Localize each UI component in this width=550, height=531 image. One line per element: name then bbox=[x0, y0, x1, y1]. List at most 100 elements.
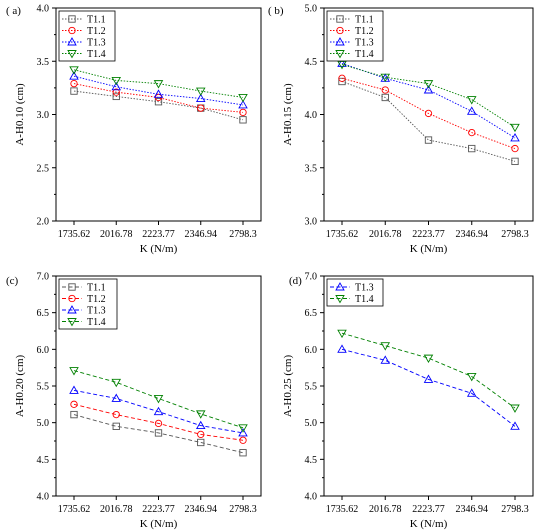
data-point-marker bbox=[239, 108, 247, 117]
plot-frame bbox=[323, 275, 534, 497]
x-tick-label: 2016.78 bbox=[369, 229, 402, 240]
series-T1.1 bbox=[70, 410, 247, 457]
data-point-marker bbox=[239, 449, 247, 457]
legend-label: T1.4 bbox=[355, 49, 374, 60]
data-point-marker bbox=[424, 109, 433, 118]
series-line bbox=[73, 403, 244, 441]
series-T1.3 bbox=[69, 71, 248, 109]
series-line bbox=[341, 348, 516, 427]
legend-label: T1.4 bbox=[87, 317, 106, 328]
data-point-marker bbox=[238, 100, 248, 109]
data-point-marker bbox=[154, 98, 163, 106]
y-tick-label: 3.5 bbox=[305, 163, 318, 174]
data-point-marker bbox=[195, 420, 206, 430]
data-point-marker bbox=[197, 104, 205, 112]
y-tick-label: 2.0 bbox=[37, 217, 50, 228]
series-T1.2 bbox=[338, 74, 519, 153]
legend-label: T1.1 bbox=[87, 15, 106, 26]
legend-marker bbox=[335, 295, 345, 304]
data-point-marker bbox=[337, 60, 347, 70]
series-line bbox=[341, 77, 516, 150]
data-point-marker bbox=[111, 378, 122, 388]
y-tick-label: 7.0 bbox=[37, 272, 50, 283]
x-tick-label: 1735.62 bbox=[326, 229, 359, 240]
legend-label: T1.2 bbox=[87, 26, 106, 37]
y-tick-label: 7.0 bbox=[305, 272, 318, 283]
data-point-marker bbox=[70, 79, 78, 88]
legend-marker bbox=[67, 318, 77, 327]
series-T1.3 bbox=[69, 385, 248, 437]
x-tick-label: 2346.94 bbox=[456, 504, 489, 515]
x-axis-label: K (N/m) bbox=[140, 243, 178, 255]
data-point-marker bbox=[511, 157, 519, 166]
data-point-marker bbox=[197, 430, 205, 439]
legend: T1.3T1.4 bbox=[326, 278, 384, 307]
data-point-marker bbox=[466, 96, 477, 105]
series-line bbox=[73, 389, 244, 434]
x-axis-label: K (N/m) bbox=[410, 243, 448, 255]
data-point-marker bbox=[69, 66, 79, 75]
y-axis-label: A-H0.10 (cm) bbox=[14, 83, 26, 146]
x-axis-label: K (N/m) bbox=[140, 518, 178, 530]
series-T1.3 bbox=[337, 344, 520, 430]
data-point-marker bbox=[423, 374, 434, 383]
data-point-marker bbox=[510, 133, 520, 142]
x-tick-label: 2346.94 bbox=[185, 229, 218, 240]
data-point-marker bbox=[154, 429, 163, 437]
data-point-marker bbox=[195, 93, 206, 102]
y-tick-label: 3.0 bbox=[37, 110, 50, 121]
x-tick-label: 2223.77 bbox=[142, 504, 175, 515]
legend-label: T1.3 bbox=[87, 38, 106, 49]
legend: T1.1T1.2T1.3T1.4 bbox=[58, 278, 118, 330]
y-tick-label: 6.5 bbox=[37, 308, 50, 319]
data-point-marker bbox=[380, 342, 391, 351]
data-point-marker bbox=[70, 400, 78, 408]
panel-label: ( b) bbox=[268, 5, 284, 17]
y-axis-label: A-H0.15 (cm) bbox=[282, 83, 294, 146]
legend-marker bbox=[67, 37, 77, 46]
data-point-marker bbox=[381, 93, 389, 102]
x-tick-label: 2346.94 bbox=[456, 229, 489, 240]
data-point-marker bbox=[510, 421, 520, 430]
y-tick-label: 3.5 bbox=[37, 57, 50, 68]
x-tick-label: 2798.3 bbox=[501, 229, 529, 240]
data-point-marker bbox=[468, 144, 476, 153]
data-point-marker bbox=[153, 80, 164, 89]
legend-box bbox=[326, 10, 384, 62]
data-point-marker bbox=[69, 71, 79, 80]
x-tick-label: 2016.78 bbox=[100, 504, 133, 515]
y-tick-label: 5.5 bbox=[305, 382, 318, 393]
legend: T1.1T1.2T1.3T1.4 bbox=[326, 10, 384, 62]
x-tick-label: 2798.3 bbox=[501, 504, 529, 515]
y-tick-label: 6.0 bbox=[37, 345, 50, 356]
series-T1.1 bbox=[338, 77, 519, 166]
data-point-marker bbox=[338, 74, 346, 82]
series-T1.2 bbox=[70, 400, 247, 444]
series-line bbox=[341, 62, 516, 139]
y-tick-label: 4.0 bbox=[37, 4, 50, 15]
data-point-marker bbox=[112, 422, 120, 430]
series-line bbox=[73, 370, 244, 429]
data-point-marker bbox=[195, 87, 206, 96]
y-tick-label: 2.5 bbox=[37, 163, 50, 174]
legend-marker bbox=[68, 283, 76, 291]
data-point-marker bbox=[380, 73, 391, 83]
x-axis-label: K (N/m) bbox=[410, 518, 448, 530]
data-point-marker bbox=[69, 385, 79, 394]
data-point-marker bbox=[238, 428, 248, 437]
data-point-marker bbox=[423, 85, 434, 94]
legend-marker bbox=[68, 15, 76, 23]
series-T1.4 bbox=[337, 60, 520, 133]
x-tick-label: 2223.77 bbox=[142, 229, 175, 240]
y-tick-label: 4.0 bbox=[305, 110, 318, 121]
data-point-marker bbox=[468, 128, 476, 137]
y-tick-label: 4.5 bbox=[305, 57, 318, 68]
legend-label: T1.3 bbox=[355, 38, 374, 49]
panel-label: ( a) bbox=[6, 5, 21, 17]
legend-label: T1.3 bbox=[87, 306, 106, 317]
series-T1.2 bbox=[70, 79, 247, 117]
data-point-marker bbox=[466, 106, 477, 115]
data-point-marker bbox=[153, 89, 164, 98]
series-line bbox=[73, 69, 244, 98]
x-tick-label: 2798.3 bbox=[229, 504, 257, 515]
